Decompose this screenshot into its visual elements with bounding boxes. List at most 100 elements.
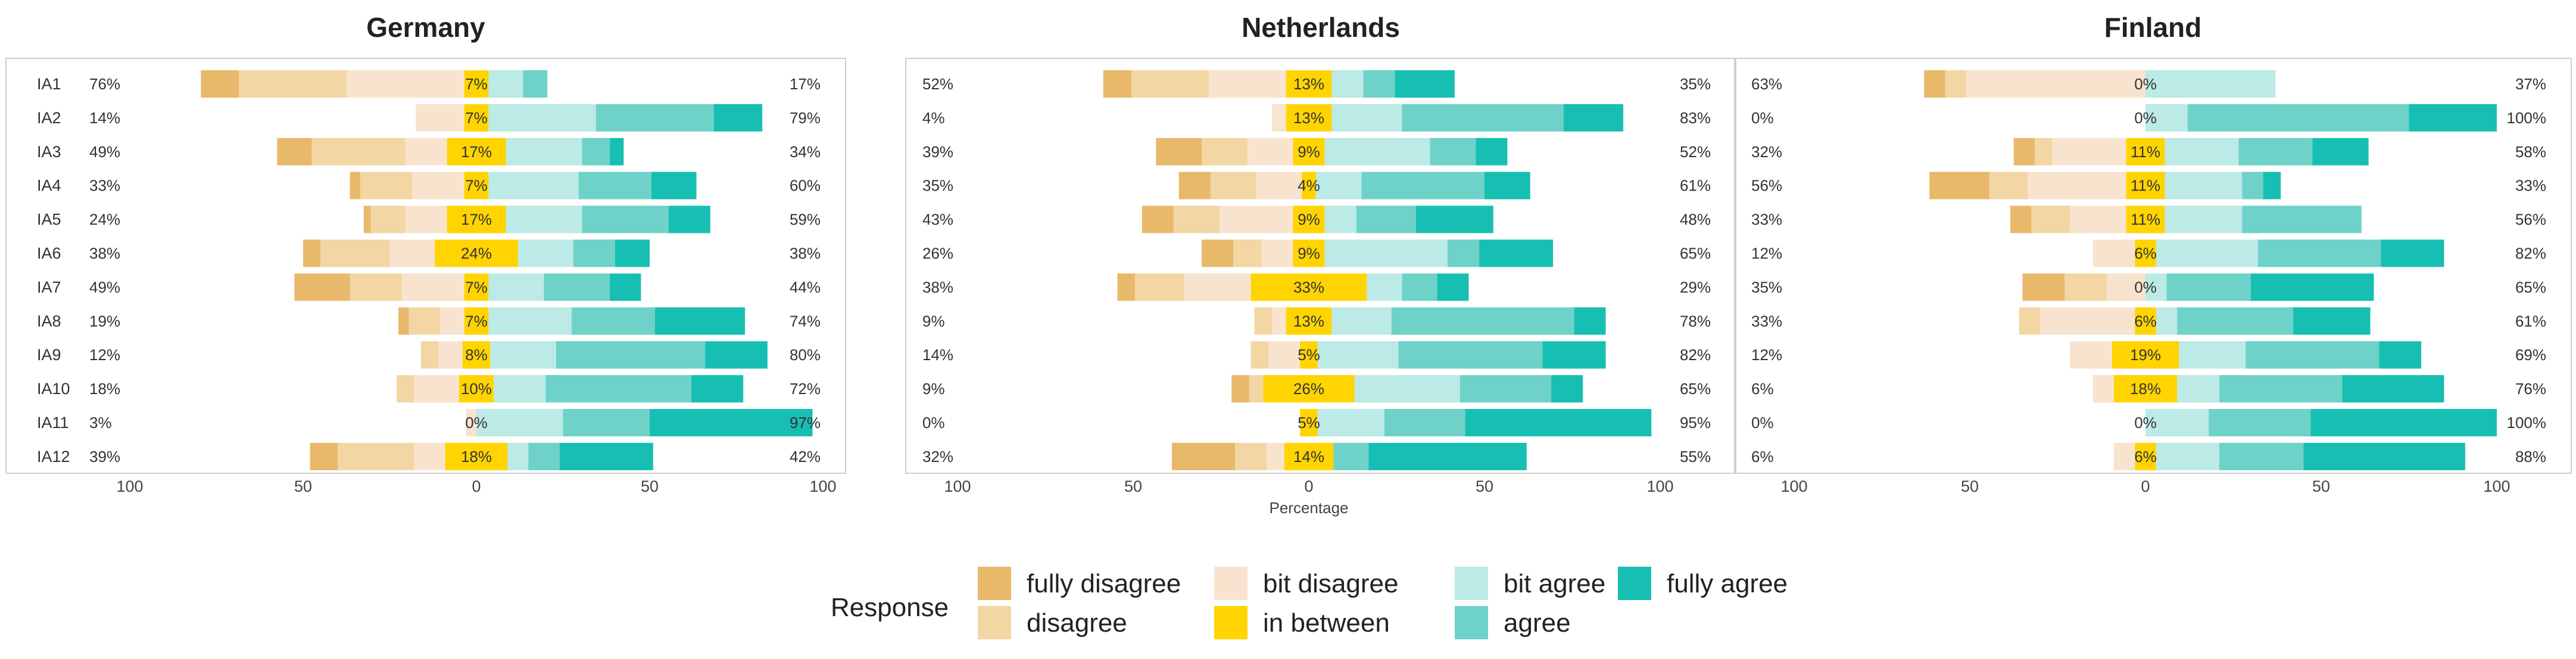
bar-segment-agree (1430, 138, 1476, 165)
bar-segment-agree (1333, 442, 1369, 470)
bar-segment-agree (2219, 375, 2343, 403)
bar-segment-bit-agree (1331, 307, 1392, 335)
bar-segment-disagree (420, 341, 438, 369)
bar-segment-in-between (464, 171, 489, 199)
bar-segment-in-between (2113, 375, 2178, 403)
left-percent-label: 33% (1751, 312, 1782, 330)
bar-segment-bit-agree (488, 273, 544, 301)
panel-title: Germany (366, 12, 485, 43)
right-percent-label: 52% (1680, 143, 1711, 161)
bar-row-ia9: 12% 19% 69% (1751, 341, 2546, 369)
bar-segment-in-between (1293, 138, 1325, 165)
bar-segment-in-between (464, 273, 489, 301)
bar-segment-disagree (1250, 341, 1269, 369)
bar-segment-bit-disagree (2028, 171, 2126, 199)
bar-segment-fully-disagree (2022, 273, 2065, 301)
center-percent-label: 0% (2134, 414, 2157, 432)
left-percent-label: 6% (1751, 448, 1774, 466)
bar-row-ia10: IA10 18% 10% 72% (37, 375, 821, 403)
bar-segment-in-between (464, 307, 489, 335)
center-percent-label: 24% (461, 245, 492, 263)
bar-segment-disagree (397, 375, 414, 403)
legend-item-disagree: disagree (978, 606, 1127, 639)
bar-segment-disagree (239, 70, 347, 98)
bar-segment-in-between (462, 341, 491, 369)
bar-segment-bit-disagree (1256, 171, 1302, 199)
bar-row-ia3: IA3 49% 17% 34% (37, 138, 821, 165)
bar-segment-fully-agree (1479, 239, 1554, 267)
bar-segment-fully-agree (1368, 442, 1527, 470)
bar-segment-bit-disagree (1268, 341, 1301, 369)
bar-segment-in-between (1300, 409, 1318, 436)
right-percent-label: 61% (1680, 177, 1711, 195)
bar-segment-in-between (1286, 104, 1332, 132)
bar-row-ia6: IA6 38% 24% 38% (37, 239, 821, 267)
bar-row-ia1: 52% 13% 35% (922, 70, 1711, 98)
bar-row-ia9: IA9 12% 8% 80% (37, 341, 821, 369)
center-percent-label: 7% (465, 75, 488, 93)
bar-segment-fully-disagree (2010, 205, 2032, 233)
bar-segment-fully-disagree (303, 239, 321, 267)
bar-segment-bit-disagree (2070, 205, 2126, 233)
left-percent-label: 56% (1751, 177, 1782, 195)
bar-row-ia2: 0% 0% 100% (1751, 104, 2546, 132)
right-percent-label: 65% (1680, 380, 1711, 398)
bar-segment-fully-agree (1395, 70, 1455, 98)
right-percent-label: 35% (1680, 75, 1711, 93)
bar-segment-disagree (311, 138, 406, 165)
left-percent-label: 63% (1751, 75, 1782, 93)
item-label: IA1 (37, 75, 61, 93)
legend-label: fully disagree (1027, 569, 1181, 598)
item-label: IA11 (37, 414, 69, 432)
item-label: IA3 (37, 143, 61, 161)
right-percent-label: 29% (1680, 278, 1711, 296)
bar-segment-in-between (464, 104, 489, 132)
bar-segment-fully-disagree (350, 171, 361, 199)
legend-swatch-bit-agree (1455, 567, 1488, 600)
bar-segment-agree (1459, 375, 1552, 403)
bar-row-ia8: 33% 6% 61% (1751, 307, 2546, 335)
left-percent-label: 19% (89, 312, 120, 330)
bar-segment-agree (1402, 273, 1437, 301)
bar-segment-disagree (2031, 205, 2070, 233)
bar-segment-fully-agree (654, 307, 746, 335)
x-tick-label: 50 (294, 477, 312, 495)
bar-row-ia12: 6% 6% 88% (1751, 442, 2546, 470)
bar-segment-fully-agree (705, 341, 768, 369)
bar-row-ia8: 9% 13% 78% (922, 307, 1711, 335)
bar-segment-bit-disagree (2040, 307, 2135, 335)
bar-segment-agree (578, 171, 651, 199)
x-tick-label: 0 (2141, 477, 2150, 495)
left-percent-label: 49% (89, 278, 120, 296)
bar-segment-bit-agree (488, 104, 596, 132)
bar-segment-disagree (1989, 171, 2028, 199)
legend-item-fully-agree: fully agree (1618, 567, 1788, 600)
x-tick-label: 0 (1304, 477, 1313, 495)
bar-segment-bit-disagree (439, 307, 464, 335)
bar-segment-fully-agree (1415, 205, 1493, 233)
left-percent-label: 9% (922, 380, 945, 398)
left-percent-label: 32% (922, 448, 953, 466)
legend-label: bit disagree (1263, 569, 1398, 598)
bar-segment-disagree (1173, 205, 1220, 233)
bar-segment-in-between (2135, 307, 2156, 335)
bar-row-ia6: 12% 6% 82% (1751, 239, 2546, 267)
bar-segment-in-between (1293, 239, 1325, 267)
legend-swatch-fully-agree (1618, 567, 1651, 600)
center-percent-label: 18% (2130, 380, 2161, 398)
bar-segment-bit-disagree (466, 409, 476, 436)
bar-row-ia11: 0% 0% 100% (1751, 409, 2546, 436)
bar-segment-disagree (1945, 70, 1967, 98)
bar-segment-fully-agree (610, 138, 624, 165)
bar-segment-bit-disagree (405, 138, 447, 165)
bar-segment-fully-agree (691, 375, 744, 403)
bar-segment-bit-agree (506, 138, 582, 165)
left-percent-label: 35% (1751, 278, 1782, 296)
right-percent-label: 38% (790, 245, 821, 263)
bar-row-ia6: 26% 9% 65% (922, 239, 1711, 267)
right-percent-label: 33% (2515, 177, 2546, 195)
legend: Response fully disagree disagree bit disagr… (831, 567, 1788, 639)
left-percent-label: 12% (1751, 245, 1782, 263)
right-percent-label: 34% (790, 143, 821, 161)
